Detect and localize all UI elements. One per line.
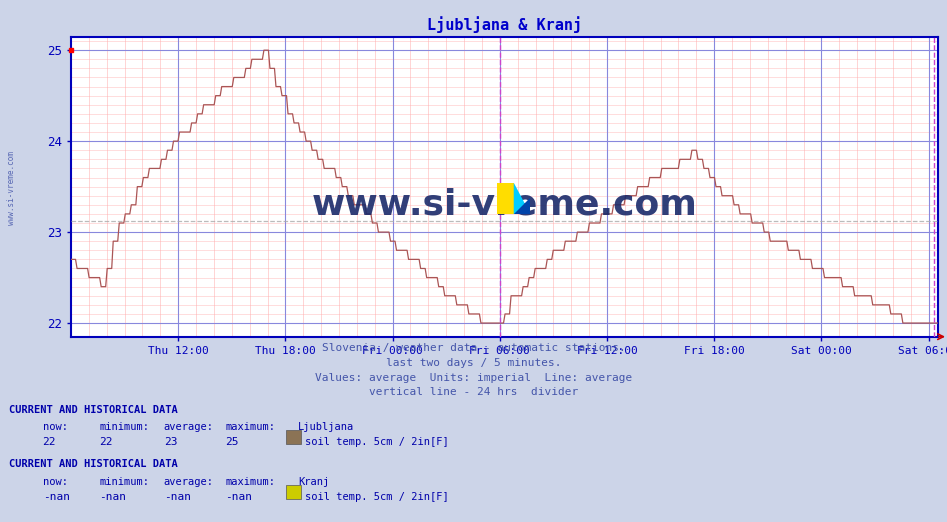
Text: -nan: -nan — [164, 492, 191, 502]
Text: average:: average: — [164, 422, 214, 432]
Text: average:: average: — [164, 477, 214, 487]
Text: Kranj: Kranj — [298, 477, 330, 487]
Text: minimum:: minimum: — [99, 477, 150, 487]
Text: Ljubljana: Ljubljana — [298, 422, 354, 432]
Text: CURRENT AND HISTORICAL DATA: CURRENT AND HISTORICAL DATA — [9, 405, 178, 414]
Text: www.si-vreme.com: www.si-vreme.com — [312, 187, 697, 222]
Polygon shape — [514, 198, 530, 214]
Text: -nan: -nan — [225, 492, 253, 502]
Text: www.si-vreme.com: www.si-vreme.com — [7, 151, 16, 225]
Text: maximum:: maximum: — [225, 422, 276, 432]
Text: now:: now: — [43, 422, 67, 432]
Text: vertical line - 24 hrs  divider: vertical line - 24 hrs divider — [369, 387, 578, 397]
Text: CURRENT AND HISTORICAL DATA: CURRENT AND HISTORICAL DATA — [9, 459, 178, 469]
Text: maximum:: maximum: — [225, 477, 276, 487]
Title: Ljubljana & Kranj: Ljubljana & Kranj — [427, 16, 581, 32]
Text: Slovenia / weather data - automatic stations.: Slovenia / weather data - automatic stat… — [322, 343, 625, 353]
Text: 22: 22 — [99, 437, 113, 447]
Polygon shape — [497, 183, 514, 214]
Text: now:: now: — [43, 477, 67, 487]
Polygon shape — [514, 183, 530, 214]
Text: soil temp. 5cm / 2in[F]: soil temp. 5cm / 2in[F] — [305, 437, 449, 447]
Text: 22: 22 — [43, 437, 56, 447]
Text: soil temp. 5cm / 2in[F]: soil temp. 5cm / 2in[F] — [305, 492, 449, 502]
Text: last two days / 5 minutes.: last two days / 5 minutes. — [385, 358, 562, 368]
Text: minimum:: minimum: — [99, 422, 150, 432]
Text: -nan: -nan — [99, 492, 127, 502]
Text: 25: 25 — [225, 437, 239, 447]
Text: Values: average  Units: imperial  Line: average: Values: average Units: imperial Line: av… — [314, 373, 633, 383]
Text: -nan: -nan — [43, 492, 70, 502]
Text: 23: 23 — [164, 437, 177, 447]
